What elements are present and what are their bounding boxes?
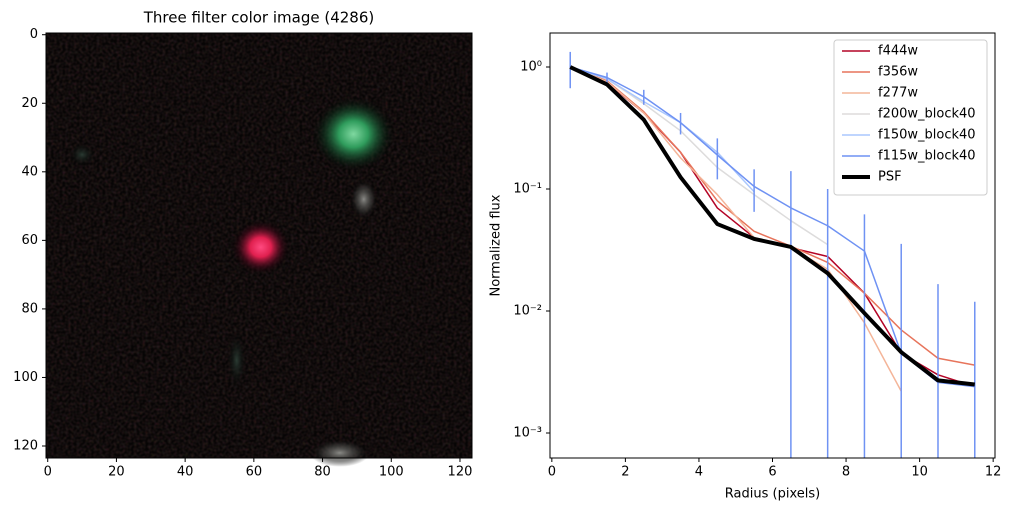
x-tick-label: 12 bbox=[985, 465, 1002, 480]
y-tick-label: 120 bbox=[13, 439, 38, 454]
series-line bbox=[569, 65, 975, 387]
legend-label: f115w_block40 bbox=[878, 149, 976, 164]
y-tick-label: 10⁻¹ bbox=[513, 182, 542, 197]
x-tick-label: 6 bbox=[768, 465, 776, 480]
y-tick-label: 100 bbox=[13, 370, 38, 385]
y-tick-label: 60 bbox=[21, 233, 38, 248]
x-tick-label: 0 bbox=[44, 465, 52, 480]
x-tick-label: 20 bbox=[108, 465, 125, 480]
x-tick-label: 4 bbox=[695, 465, 703, 480]
x-axis-label: Radius (pixels) bbox=[725, 487, 820, 502]
faint-source bbox=[226, 330, 247, 391]
chart-title: Three filter color image (4286) bbox=[143, 9, 374, 27]
legend-label: f444w bbox=[878, 44, 918, 59]
green-source bbox=[311, 96, 396, 173]
legend-label: f356w bbox=[878, 65, 918, 80]
x-tick-label: 10 bbox=[911, 465, 928, 480]
faint-source bbox=[309, 438, 370, 467]
legend-box bbox=[833, 39, 988, 196]
plot-area bbox=[569, 51, 976, 458]
y-tick-label: 20 bbox=[21, 96, 38, 111]
x-tick-label: 80 bbox=[314, 465, 331, 480]
grey-source bbox=[349, 179, 378, 220]
y-tick-label: 40 bbox=[21, 164, 38, 179]
legend-label: PSF bbox=[878, 170, 902, 185]
legend-label: f277w bbox=[878, 86, 918, 101]
x-tick-label: 120 bbox=[448, 465, 473, 480]
x-tick-label: 100 bbox=[379, 465, 404, 480]
y-tick-label: 10⁻³ bbox=[513, 426, 542, 441]
x-tick-label: 0 bbox=[548, 465, 556, 480]
legend-label: f150w_block40 bbox=[878, 128, 976, 143]
x-tick-label: 40 bbox=[177, 465, 194, 480]
series-line bbox=[570, 66, 829, 246]
y-tick-label: 0 bbox=[30, 27, 38, 42]
x-tick-label: 8 bbox=[842, 465, 850, 480]
series-line bbox=[570, 66, 755, 193]
x-tick-label: 60 bbox=[246, 465, 263, 480]
series-line bbox=[569, 66, 975, 366]
x-tick-label: 2 bbox=[621, 465, 629, 480]
image-panel: Three filter color image (4286) 0 20 40 60 80… bbox=[13, 9, 473, 480]
y-tick-label: 10⁻² bbox=[513, 304, 542, 319]
axes-frame bbox=[45, 32, 473, 459]
faint-source bbox=[68, 142, 97, 167]
y-tick-label: 80 bbox=[21, 301, 38, 316]
red-source bbox=[230, 219, 291, 276]
line-panel: 0 2 4 6 8 10 12 10⁻³ 10⁻² 10⁻¹ 10⁰ Radius (pixels) N… bbox=[489, 32, 1002, 502]
y-tick-label: 10⁰ bbox=[520, 60, 542, 75]
y-axis-label: Normalized flux bbox=[489, 194, 504, 296]
legend-label: f200w_block40 bbox=[878, 107, 976, 122]
